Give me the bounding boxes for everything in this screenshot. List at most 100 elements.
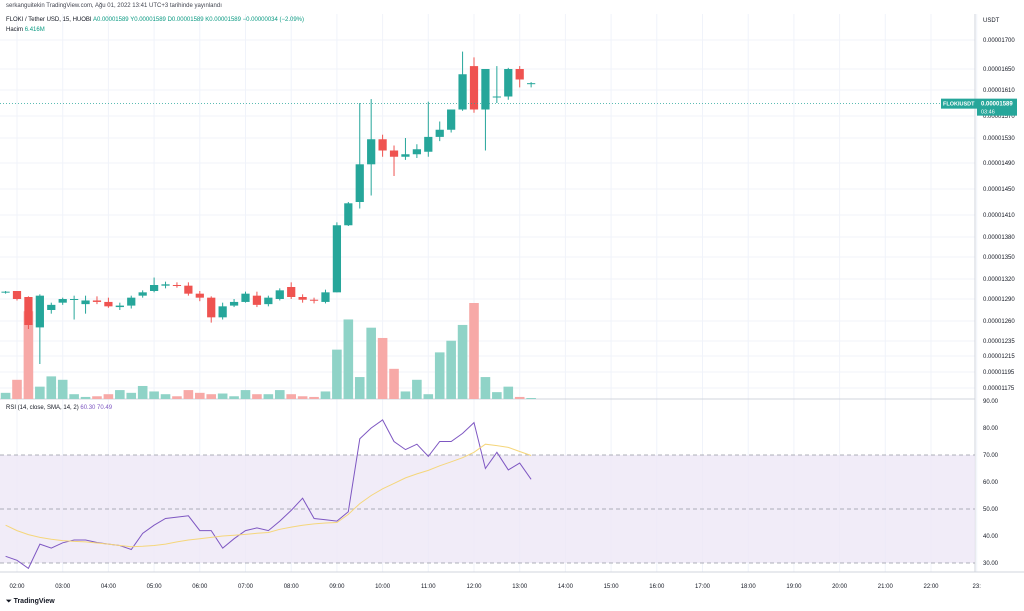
- candle[interactable]: [401, 138, 410, 160]
- candle[interactable]: [252, 291, 262, 308]
- time-tick-label: 10:00: [375, 584, 391, 590]
- volume-legend[interactable]: Hacim 6.416M: [6, 27, 45, 33]
- candle-body: [492, 96, 501, 98]
- candle-body: [389, 150, 399, 157]
- volume-bar: [354, 377, 365, 399]
- candle[interactable]: [412, 144, 421, 158]
- candle[interactable]: [58, 297, 67, 305]
- volume-bar: [137, 385, 148, 399]
- candle[interactable]: [138, 290, 147, 298]
- candle[interactable]: [115, 302, 124, 310]
- price-tick-label: 0.00001235: [983, 339, 1015, 345]
- rsi-legend[interactable]: RSI (14, close, SMA, 14, 2) 60.30 70.49: [6, 405, 112, 411]
- candle[interactable]: [389, 145, 399, 177]
- candle[interactable]: [12, 291, 22, 301]
- candle[interactable]: [492, 66, 501, 103]
- candle[interactable]: [355, 103, 364, 209]
- candle[interactable]: [207, 296, 216, 323]
- price-tick-label: 0.00001380: [983, 235, 1015, 241]
- candle[interactable]: [70, 295, 79, 320]
- candle[interactable]: [321, 289, 330, 304]
- symbol-badge-text: FLOKIUSDT: [943, 102, 975, 108]
- candle[interactable]: [241, 291, 250, 303]
- candle-body: [104, 301, 113, 307]
- candle[interactable]: [264, 295, 273, 307]
- candle[interactable]: [104, 297, 113, 308]
- candle[interactable]: [504, 67, 513, 100]
- rsi-label: RSI (14, close, SMA, 14, 2): [6, 405, 79, 411]
- rsi-tick-label: 90.00: [983, 399, 999, 405]
- volume-label: Hacim: [6, 27, 24, 33]
- time-tick-label: 15:00: [604, 584, 620, 590]
- volume-bar: [115, 390, 125, 399]
- candle[interactable]: [481, 69, 490, 151]
- volume-bar: [503, 386, 514, 399]
- volume-bar: [46, 376, 57, 399]
- time-tick-label: 14:00: [558, 584, 574, 590]
- symbol-legend[interactable]: FLOKI / Tether USD, 15, HUOBI A0.0000158…: [6, 17, 304, 23]
- time-tick-label: 22:00: [923, 584, 939, 590]
- candle-body: [252, 295, 262, 305]
- candle-body: [241, 293, 250, 302]
- volume-bar: [434, 352, 445, 399]
- symbol-badge: [941, 98, 977, 109]
- tradingview-logo[interactable]: ⏷ TradingView: [6, 598, 55, 606]
- candle[interactable]: [527, 82, 536, 88]
- volume-bar: [12, 379, 22, 399]
- candle[interactable]: [275, 288, 284, 301]
- candle-body: [264, 297, 273, 305]
- volume-bar: [103, 394, 114, 399]
- candle-body: [138, 292, 147, 296]
- volume-bar: [160, 394, 171, 399]
- candle[interactable]: [344, 202, 353, 226]
- candle-body: [70, 299, 79, 300]
- candle[interactable]: [195, 291, 204, 302]
- candle[interactable]: [35, 294, 44, 364]
- volume-bar: [526, 398, 536, 399]
- candle[interactable]: [149, 277, 159, 293]
- volume-bar: [309, 396, 319, 399]
- candle[interactable]: [47, 302, 56, 314]
- candle[interactable]: [287, 282, 296, 299]
- price-tick-label: 0.00001570: [983, 114, 1015, 120]
- candle-body: [401, 154, 410, 157]
- candle[interactable]: [184, 282, 193, 296]
- candle[interactable]: [298, 294, 307, 303]
- candle[interactable]: [218, 302, 227, 320]
- volume-bar: [217, 393, 228, 399]
- volume-bar: [263, 394, 274, 399]
- candle-body: [332, 225, 342, 293]
- candle[interactable]: [127, 295, 136, 309]
- candlesticks[interactable]: [1, 51, 536, 364]
- candle[interactable]: [172, 282, 182, 288]
- candle[interactable]: [161, 281, 170, 289]
- candle[interactable]: [435, 121, 444, 142]
- time-tick-label: 19:00: [786, 584, 802, 590]
- candle[interactable]: [81, 295, 90, 314]
- volume-bar: [457, 324, 468, 399]
- rsi-band: [0, 454, 975, 564]
- candle[interactable]: [378, 134, 387, 157]
- price-tick-label: 0.00001195: [983, 370, 1015, 376]
- candle-body: [321, 292, 330, 302]
- candle[interactable]: [424, 101, 433, 157]
- price-badge-text: 0.00001589: [981, 102, 1013, 108]
- candle-body: [47, 304, 56, 310]
- candle[interactable]: [367, 99, 376, 196]
- candle[interactable]: [515, 66, 524, 88]
- candle-body: [218, 306, 227, 318]
- candle[interactable]: [458, 51, 467, 111]
- candle[interactable]: [332, 222, 342, 293]
- ohlc-values: A0.00001589 Y0.00001589 D0.00001589 K0.0…: [92, 17, 305, 23]
- volume-bar: [377, 337, 388, 399]
- candle[interactable]: [447, 109, 456, 133]
- candle[interactable]: [229, 299, 239, 308]
- candle[interactable]: [24, 296, 33, 329]
- candle[interactable]: [1, 291, 10, 294]
- candle-body: [115, 305, 124, 308]
- candle[interactable]: [309, 297, 319, 304]
- volume-bar: [240, 390, 251, 399]
- time-tick-label: 23:: [973, 584, 982, 590]
- candle[interactable]: [92, 296, 102, 305]
